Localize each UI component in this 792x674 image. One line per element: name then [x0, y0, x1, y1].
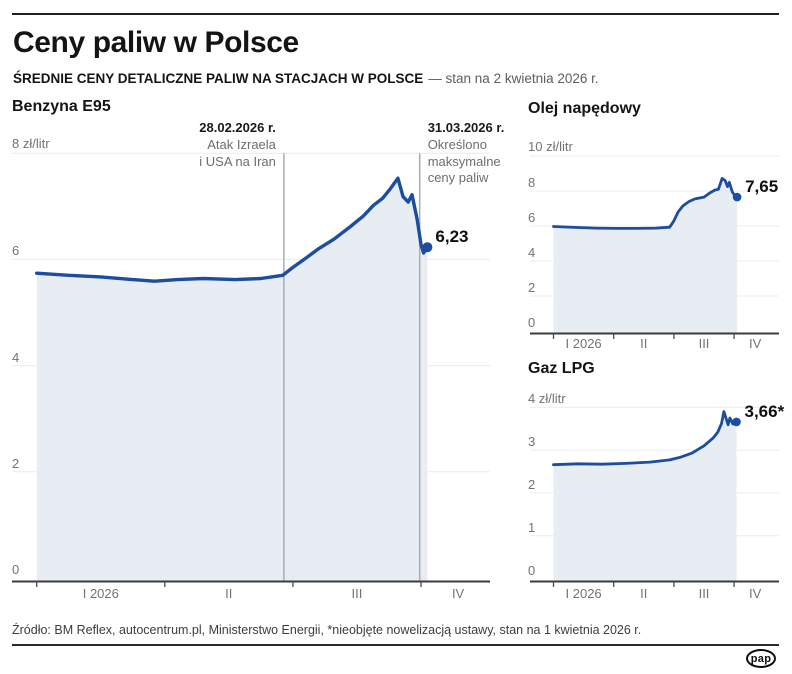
event-description-line: maksymalne — [427, 153, 501, 169]
end-value-label-olej: 7,65 — [745, 177, 779, 197]
unit-label-olej: 10 zł/litr — [528, 139, 573, 154]
y-tick-label-benzyna-6: 6 — [12, 243, 20, 259]
x-tick-label-benzyna-2: III — [351, 586, 363, 601]
x-tick-label-gaz-2: III — [698, 586, 710, 601]
pap-logo: pap — [746, 649, 776, 668]
area-fill-benzyna — [36, 178, 428, 582]
x-tick-label-olej-3: IV — [749, 336, 762, 351]
unit-label-gaz: 4 zł/litr — [528, 391, 566, 406]
event-description-line: i USA na Iran — [199, 153, 276, 169]
area-fill-olej — [553, 178, 738, 334]
x-tick-label-benzyna-3: IV — [451, 586, 465, 601]
y-tick-label-benzyna-4: 4 — [12, 349, 20, 365]
y-tick-label-olej-0: 0 — [528, 315, 536, 330]
end-value-label-gaz: 3,66* — [744, 401, 785, 421]
x-tick-label-gaz-1: II — [640, 586, 648, 601]
y-tick-label-olej-6: 6 — [528, 210, 536, 225]
event-date: 28.02.2026 r. — [199, 120, 276, 135]
y-tick-label-gaz-0: 0 — [528, 562, 536, 578]
x-tick-label-olej-1: II — [640, 336, 648, 351]
y-tick-label-olej-4: 4 — [528, 245, 536, 260]
event-date: 31.03.2026 r. — [427, 120, 505, 135]
subtitle-bold: ŚREDNIE CENY DETALICZNE PALIW NA STACJAC… — [13, 71, 424, 86]
series-line-gaz — [552, 410, 738, 467]
end-dot-olej — [732, 192, 742, 202]
event-annotation-1: 31.03.2026 r. Określono maksymalne ceny pal… — [428, 120, 505, 187]
y-tick-label-benzyna-0: 0 — [12, 562, 20, 577]
chart-title-benzyna: Benzyna E95 — [12, 98, 111, 115]
x-tick-label-olej-2: III — [698, 336, 710, 351]
source-note: Źródło: BM Reflex, autocentrum.pl, Minis… — [12, 623, 642, 637]
series-line-benzyna — [35, 176, 430, 283]
top-rule — [12, 13, 779, 15]
area-fill-gaz — [553, 411, 737, 582]
page-title: Ceny paliw w Polsce — [13, 26, 299, 59]
chart-title-olej: Olej napędowy — [528, 100, 641, 117]
end-dot-benzyna — [422, 242, 433, 253]
event-description-line: Określono — [427, 136, 487, 152]
bottom-rule — [12, 644, 779, 646]
y-tick-label-olej-8: 8 — [528, 175, 536, 190]
y-tick-label-gaz-1: 1 — [528, 519, 536, 535]
chart-title-gaz: Gaz LPG — [528, 360, 595, 377]
event-description-line: ceny paliw — [427, 170, 489, 186]
x-tick-label-gaz-3: IV — [749, 586, 762, 601]
y-tick-label-gaz-3: 3 — [528, 434, 536, 450]
event-annotation-0: 28.02.2026 r. Atak Izraela i USA na Iran — [199, 120, 276, 170]
unit-label-benzyna: 8 zł/litr — [12, 136, 50, 151]
y-tick-label-olej-2: 2 — [528, 280, 536, 295]
end-dot-gaz — [732, 417, 741, 427]
end-value-label-benzyna: 6,23 — [435, 227, 469, 247]
x-tick-label-benzyna-0: I 2026 — [82, 586, 119, 601]
y-tick-label-benzyna-2: 2 — [12, 455, 20, 471]
y-tick-label-gaz-2: 2 — [528, 476, 536, 492]
x-tick-label-benzyna-1: II — [225, 586, 233, 601]
x-tick-label-olej-0: I 2026 — [565, 336, 602, 351]
event-description-line: Atak Izraela — [207, 136, 276, 152]
subtitle-date: — stan na 2 kwietnia 2026 r. — [428, 71, 599, 86]
series-line-olej — [552, 176, 739, 230]
x-tick-label-gaz-0: I 2026 — [565, 586, 602, 601]
subtitle: ŚREDNIE CENY DETALICZNE PALIW NA STACJAC… — [13, 71, 599, 86]
